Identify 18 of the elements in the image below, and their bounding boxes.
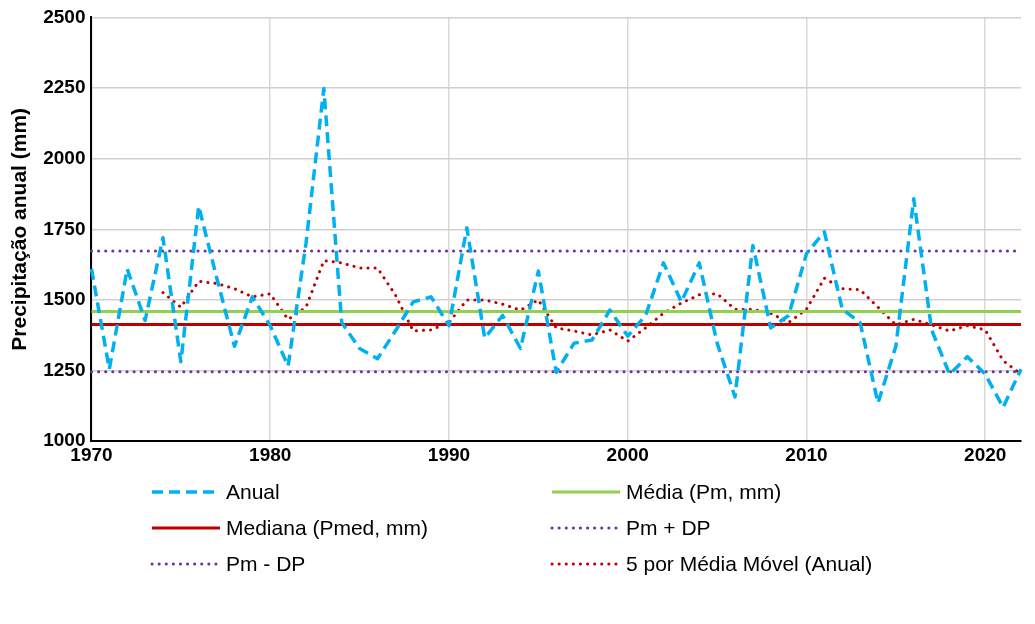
legend-label: Pm - DP [226,552,306,576]
y-tick-label: 1250 [43,358,86,380]
y-tick-label: 1750 [43,217,86,239]
y-axis-title: Precipitação anual (mm) [7,107,31,351]
legend-label: Pm + DP [626,516,711,540]
x-tick-label: 2020 [964,443,1007,465]
x-tick-label: 1990 [427,443,471,465]
x-tick-label: 2010 [785,443,828,465]
legend-label: 5 por Média Móvel (Anual) [626,552,873,576]
y-tick-label: 2000 [43,146,86,168]
x-tick-label: 1980 [249,443,292,465]
y-tick-label: 1500 [43,288,86,310]
legend-label: Anual [226,480,280,504]
x-tick-label: 2000 [606,443,649,465]
legend-label: Média (Pm, mm) [626,480,782,504]
legend-label: Mediana (Pmed, mm) [226,516,428,540]
y-tick-label: 2500 [43,5,86,27]
y-tick-label: 2250 [43,76,86,98]
